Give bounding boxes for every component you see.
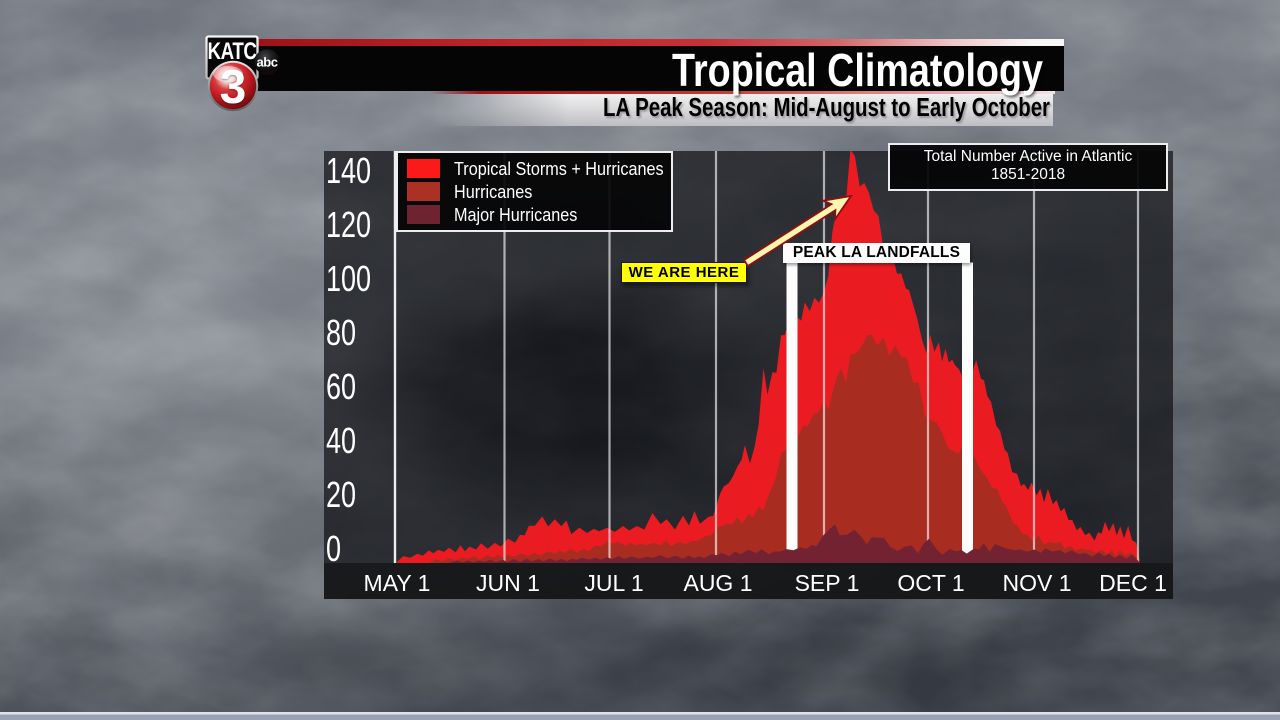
svg-text:3: 3	[220, 61, 247, 114]
svg-text:KATC: KATC	[207, 38, 256, 65]
svg-text:abc: abc	[257, 55, 278, 70]
